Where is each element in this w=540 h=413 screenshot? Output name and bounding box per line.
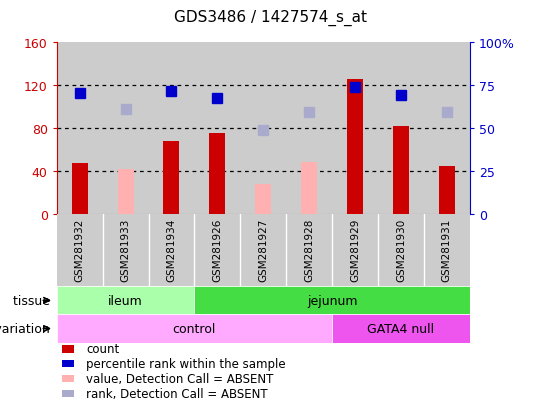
Text: GSM281930: GSM281930 xyxy=(396,218,406,281)
Bar xyxy=(378,214,424,287)
Text: GSM281926: GSM281926 xyxy=(212,218,222,281)
Bar xyxy=(240,43,286,214)
Bar xyxy=(240,214,286,287)
Text: GSM281934: GSM281934 xyxy=(166,218,177,281)
Text: rank, Detection Call = ABSENT: rank, Detection Call = ABSENT xyxy=(86,387,268,400)
Text: GSM281928: GSM281928 xyxy=(304,218,314,281)
Bar xyxy=(118,169,133,214)
Text: percentile rank within the sample: percentile rank within the sample xyxy=(86,357,286,370)
Text: GATA4 null: GATA4 null xyxy=(367,322,435,335)
Text: GDS3486 / 1427574_s_at: GDS3486 / 1427574_s_at xyxy=(173,10,367,26)
Bar xyxy=(57,315,332,343)
Text: count: count xyxy=(86,342,120,356)
Bar xyxy=(103,214,148,287)
Bar xyxy=(378,43,424,214)
Bar xyxy=(57,43,103,214)
Text: GSM281927: GSM281927 xyxy=(258,218,268,281)
Text: GSM281929: GSM281929 xyxy=(350,218,360,281)
Bar xyxy=(164,142,179,214)
Bar xyxy=(255,184,271,214)
Bar xyxy=(72,164,87,214)
Bar xyxy=(286,214,332,287)
Bar xyxy=(393,126,409,214)
Bar xyxy=(103,43,148,214)
Bar xyxy=(347,79,363,214)
Text: GSM281933: GSM281933 xyxy=(120,218,131,281)
Bar xyxy=(332,43,378,214)
Bar xyxy=(439,166,455,214)
Bar xyxy=(301,163,317,214)
Text: GSM281931: GSM281931 xyxy=(442,218,452,281)
Text: genotype/variation: genotype/variation xyxy=(0,322,54,335)
Bar xyxy=(57,214,103,287)
Bar xyxy=(148,214,194,287)
Text: value, Detection Call = ABSENT: value, Detection Call = ABSENT xyxy=(86,372,274,385)
Bar xyxy=(424,43,470,214)
Bar xyxy=(286,43,332,214)
Bar xyxy=(210,134,225,214)
Text: control: control xyxy=(173,322,216,335)
Bar xyxy=(194,287,470,315)
Bar xyxy=(57,287,194,315)
Bar xyxy=(332,315,470,343)
Bar xyxy=(424,214,470,287)
Text: GSM281932: GSM281932 xyxy=(75,218,85,281)
Bar xyxy=(194,214,240,287)
Bar xyxy=(332,214,378,287)
Text: ileum: ileum xyxy=(108,294,143,307)
Text: tissue: tissue xyxy=(13,294,54,307)
Text: jejunum: jejunum xyxy=(307,294,357,307)
Bar xyxy=(148,43,194,214)
Bar xyxy=(194,43,240,214)
